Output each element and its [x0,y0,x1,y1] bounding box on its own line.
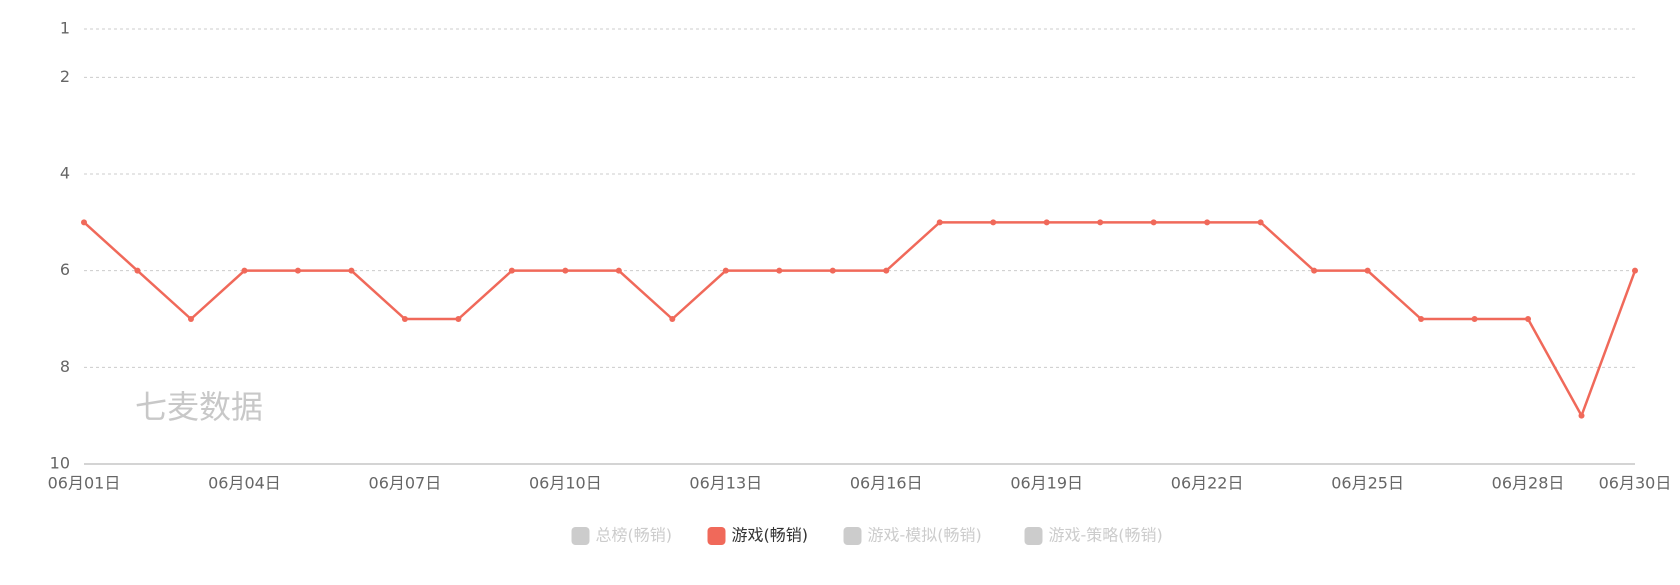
point [134,267,141,274]
point [1150,219,1157,226]
point [1043,219,1050,226]
line [83,221,1637,419]
point [348,267,355,274]
y-tick-label: 8 [60,357,70,376]
point [1257,219,1264,226]
point [936,219,943,226]
x-tick-label: 06月22日 [1171,474,1244,493]
legend-label: 总榜(畅销) [596,526,673,545]
point [615,267,622,274]
point [294,267,301,274]
point [455,316,462,322]
point [1311,267,1318,274]
point [401,316,408,322]
x-tick-label: 06月01日 [48,474,121,493]
point [1204,219,1211,226]
point [562,267,569,274]
watermark: 七麦数据 [135,388,263,426]
point [187,316,194,322]
point [1418,316,1425,322]
legend-label: 游戏-模拟(畅销) [868,526,982,545]
x-tick-label: 06月10日 [529,474,602,493]
legend-label: 游戏(畅销) [732,526,809,545]
point [669,316,676,322]
x-tick-label: 06月07日 [369,474,442,493]
point [1525,316,1532,322]
point [241,267,248,274]
point [776,267,783,274]
legend-swatch [707,527,726,545]
point [1097,219,1104,226]
point [990,219,997,226]
point [1364,267,1371,274]
point [883,267,890,274]
x-tick-label: 06月13日 [689,474,762,493]
point [508,267,515,274]
x-tick-label: 06月04日 [208,474,281,493]
legend-swatch [843,527,862,545]
y-tick-label: 10 [50,454,70,473]
legend-swatch [1024,527,1043,545]
legend-swatch [571,527,590,545]
y-tick-label: 4 [60,164,70,183]
x-tick-label: 06月19日 [1010,474,1083,493]
legend-label: 游戏-策略(畅销) [1049,526,1163,545]
x-tick-label: 06月25日 [1331,474,1404,493]
x-tick-label: 06月16日 [850,474,923,493]
point [829,267,836,274]
y-tick-label: 6 [60,260,70,279]
point [1578,412,1585,419]
point [1632,267,1638,274]
y-tick-label: 1 [60,19,70,38]
y-tick-label: 2 [60,67,70,86]
point [722,267,729,274]
point [81,219,87,226]
point [1471,316,1478,322]
x-tick-label: 06月30日 [1599,474,1672,493]
x-tick-label: 06月28日 [1492,474,1565,493]
